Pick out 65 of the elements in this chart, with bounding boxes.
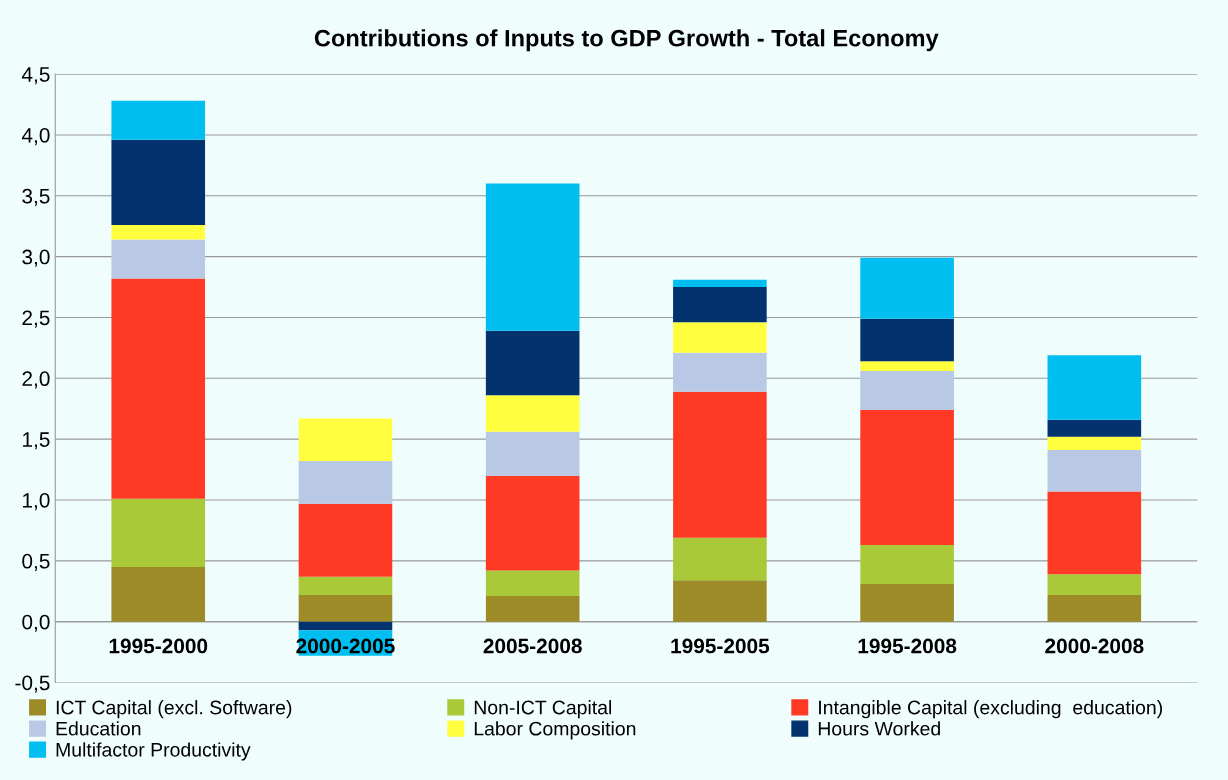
bar: [1047, 450, 1142, 492]
bar: [673, 352, 767, 392]
bar: [860, 371, 954, 410]
y-tick-label: 0,0: [22, 614, 50, 632]
bar: [485, 570, 580, 597]
bar: [673, 322, 767, 353]
y-tick-label: 2,0: [22, 371, 50, 389]
bar: [485, 475, 580, 571]
legend-label: Non-ICT Capital: [474, 700, 612, 719]
bar: [1047, 491, 1142, 575]
y-tick-label: 1,5: [23, 432, 50, 450]
bar: [298, 503, 393, 577]
chart-title: Contributions of Inputs to GDP Growth - Total Economy: [314, 29, 939, 52]
legend-label: Hours Worked: [818, 721, 940, 736]
bar: [860, 318, 954, 362]
bar: [860, 545, 954, 584]
x-tick-label: 2000-2008: [1045, 638, 1144, 654]
bar: [111, 566, 206, 622]
bar: [298, 418, 393, 462]
bar: [485, 596, 580, 622]
y-tick-label: 2,5: [22, 310, 50, 328]
bar: [860, 361, 954, 371]
bar: [1047, 574, 1142, 595]
y-tick-label: 1,0: [23, 492, 50, 511]
x-tick-label: 1995-2005: [671, 638, 770, 654]
bar: [298, 461, 393, 504]
bar: [1047, 594, 1142, 622]
legend-label: Labor Composition: [474, 721, 636, 740]
bar: [673, 391, 767, 538]
bar: [111, 239, 206, 279]
bar: [860, 583, 954, 622]
bar: [485, 395, 580, 432]
bar: [673, 287, 767, 323]
bar: [673, 580, 767, 622]
bar: [860, 409, 954, 545]
bar: [298, 621, 393, 631]
bar: [111, 139, 206, 225]
bar: [860, 257, 954, 319]
x-tick-label: 2005-2008: [483, 638, 582, 654]
bar: [673, 537, 767, 581]
bar: [111, 224, 206, 240]
x-tick-label: 1995-2008: [858, 638, 957, 654]
legend-label: Multifactor Productivity: [56, 742, 251, 761]
y-tick-label: 3,0: [22, 249, 50, 267]
bar: [111, 278, 206, 499]
legend-label: ICT Capital (excl. Software): [56, 700, 292, 719]
y-tick-label: -0,5: [15, 675, 50, 693]
bar: [485, 431, 580, 476]
bar: [485, 330, 580, 396]
bar: [1047, 436, 1142, 451]
y-tick-label: 4,0: [21, 127, 50, 146]
bar: [1047, 419, 1142, 437]
bar: [298, 594, 393, 622]
bar: [111, 498, 206, 567]
y-tick-label: 4,5: [21, 67, 50, 85]
bar: [1047, 355, 1142, 420]
legend-label: Intangible Capital (excluding education): [819, 700, 1162, 719]
bar: [673, 279, 767, 288]
x-tick-label: 1995-2000: [109, 638, 208, 654]
y-tick-label: 3,5: [22, 188, 50, 206]
legend-label: Education: [56, 721, 141, 736]
bar: [485, 183, 580, 331]
y-tick-label: 0,5: [22, 553, 50, 572]
bar: [111, 100, 206, 140]
bar: [298, 576, 393, 595]
